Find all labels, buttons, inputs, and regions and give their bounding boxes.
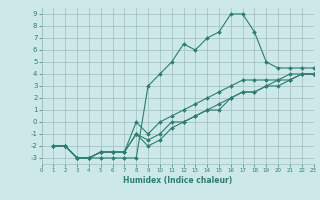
X-axis label: Humidex (Indice chaleur): Humidex (Indice chaleur) — [123, 176, 232, 185]
